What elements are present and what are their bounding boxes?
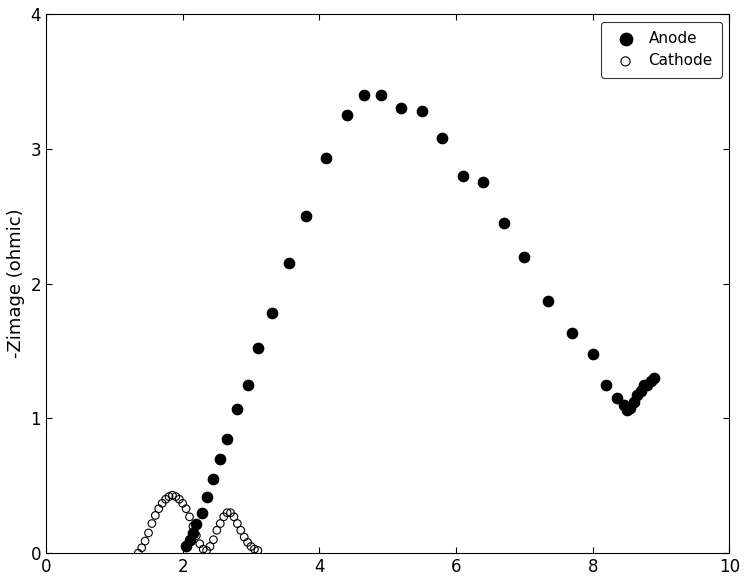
Anode [566,329,578,338]
Cathode [228,512,240,521]
Anode [232,404,244,413]
Cathode [163,492,175,501]
Anode [631,391,643,400]
Anode [457,171,469,180]
Cathode [211,526,223,535]
Anode [266,308,278,318]
Anode [300,212,311,221]
Anode [375,90,387,100]
Anode [648,373,660,382]
Anode [214,454,226,463]
Cathode [241,538,253,547]
Anode [180,542,192,551]
Cathode [153,504,165,514]
Cathode [180,504,192,514]
Cathode [249,545,261,554]
Anode [190,519,202,528]
Anode [498,218,510,227]
Cathode [146,519,158,528]
Anode [601,380,613,389]
Cathode [136,543,148,553]
Anode [221,434,233,443]
Anode [341,110,353,120]
Cathode [193,539,205,549]
Cathode [190,531,202,540]
Anode [477,178,489,187]
Cathode [217,512,229,521]
Anode [252,343,264,353]
Y-axis label: -Zimage (ohmic): -Zimage (ohmic) [7,209,25,359]
Anode [645,376,657,385]
Cathode [201,546,213,555]
Cathode [252,546,264,555]
Cathode [143,528,155,538]
Anode [635,387,647,396]
Anode [282,259,294,268]
Anode [395,104,407,113]
Anode [618,401,630,410]
Anode [642,380,654,389]
Anode [627,398,639,407]
Cathode [208,535,220,545]
Cathode [156,498,168,508]
Anode [358,90,370,100]
Cathode [132,549,144,558]
Anode [518,252,530,261]
Cathode [160,494,172,504]
Cathode [197,545,209,554]
Anode [416,106,428,115]
Cathode [170,492,182,501]
Cathode [139,536,151,546]
Anode [196,508,208,518]
Cathode [238,532,250,542]
Cathode [149,511,161,520]
Anode [184,535,196,545]
Cathode [221,508,233,518]
Anode [587,349,599,359]
Anode [201,492,213,501]
Anode [621,406,633,415]
Cathode [167,490,179,500]
Anode [624,403,636,412]
Anode [320,153,332,163]
Anode [638,380,650,389]
Anode [436,134,448,143]
Cathode [235,526,247,535]
Cathode [187,522,199,531]
Anode [208,475,220,484]
Anode [611,394,623,403]
Cathode [225,508,237,518]
Cathode [214,519,226,528]
Cathode [204,542,216,551]
Legend: Anode, Cathode: Anode, Cathode [601,22,722,78]
Cathode [184,512,196,521]
Cathode [177,498,189,508]
Anode [542,296,554,305]
Anode [187,528,199,538]
Cathode [173,494,185,504]
Cathode [245,542,257,551]
Anode [241,380,253,389]
Cathode [232,519,244,528]
